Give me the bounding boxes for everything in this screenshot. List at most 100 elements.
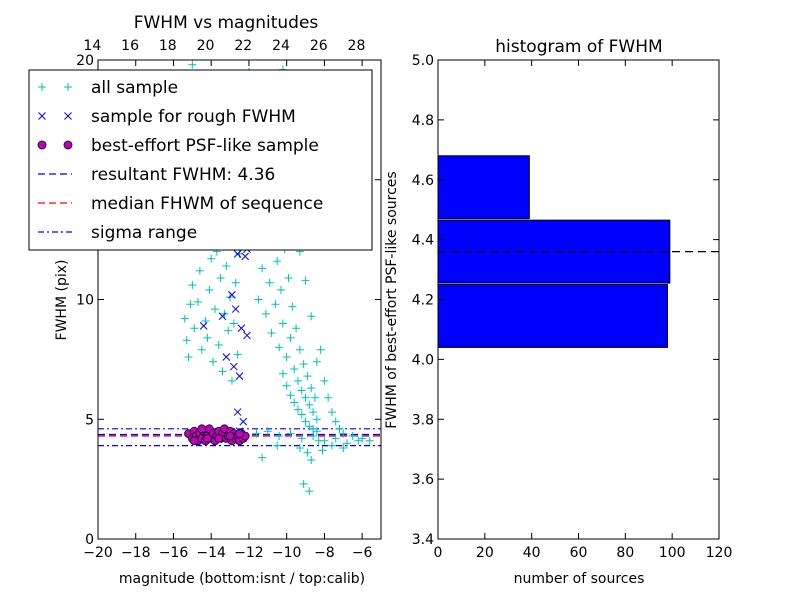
all-sample-point: [327, 441, 336, 450]
all-sample-point: [188, 281, 197, 290]
psf-like-sample-point: [203, 434, 212, 443]
all-sample-point: [312, 427, 321, 436]
top-x-tick-label: 26: [310, 38, 328, 54]
all-sample-point: [309, 432, 318, 441]
all-sample-point: [320, 376, 329, 385]
all-sample-point: [284, 273, 293, 282]
all-sample-point: [303, 448, 312, 457]
all-sample-point: [263, 427, 272, 436]
all-sample-point: [293, 405, 302, 414]
legend-item: sigma range: [38, 223, 197, 243]
all-sample-point: [305, 400, 314, 409]
hist-y-tick-label: 5.0: [412, 53, 434, 69]
hist-y-tick-label: 3.4: [412, 532, 434, 548]
hist-x-tick-label: 80: [616, 545, 634, 561]
all-sample-point: [275, 432, 284, 441]
all-sample-point: [309, 408, 318, 417]
y-tick-label: 10: [76, 293, 94, 309]
legend-item: best-effort PSF-like sample: [37, 136, 319, 156]
hist-y-tick-label: 4.4: [412, 233, 434, 249]
hist-y-tick-label: 4.0: [412, 352, 434, 368]
right-axis-ticks: 0 20 40 60 80 100 120 3.4 3.6 3.8 4.0 4.2 4.4 4.6 4.8 5…: [412, 53, 733, 561]
all-sample-point: [307, 384, 316, 393]
plus-marker-icon: [64, 83, 72, 91]
left-y-axis-label: FWHM (pix): [54, 260, 70, 341]
psf-like-sample-point: [214, 434, 224, 443]
hist-x-tick-label: 40: [523, 545, 541, 561]
all-sample-point: [265, 278, 274, 287]
psf-like-sample-point: [189, 436, 199, 446]
rough-fwhm-sample-point: [233, 408, 242, 416]
legend-label: median FHWM of sequence: [91, 194, 323, 214]
all-sample-point: [190, 324, 199, 333]
histogram-panel: histogram of FWHM 0 20 40 60 80 100 120 3.4 3.6 3…: [384, 37, 732, 587]
legend-label: best-effort PSF-like sample: [91, 136, 319, 156]
all-sample-point: [339, 443, 348, 452]
rough-fwhm-sample-point: [222, 353, 231, 361]
x-tick-label: −10: [272, 545, 302, 561]
all-sample-point: [209, 357, 218, 366]
all-sample-point: [278, 369, 287, 378]
all-sample-point: [303, 372, 312, 381]
legend-item: all sample: [38, 78, 178, 98]
left-chart-title: FWHM vs magnitudes: [134, 13, 319, 33]
hist-y-tick-label: 4.8: [412, 113, 434, 129]
all-sample-point: [218, 367, 227, 376]
all-sample-point: [227, 376, 236, 385]
y-tick-label: 0: [85, 532, 94, 548]
x-tick-label: −8: [314, 545, 335, 561]
legend-label: all sample: [91, 78, 178, 98]
psf-like-sample-point: [197, 424, 207, 434]
all-sample-point: [288, 302, 297, 311]
all-sample-point: [282, 381, 291, 390]
all-sample-point: [301, 393, 310, 402]
all-sample-point: [307, 312, 316, 321]
hist-x-tick-label: 120: [706, 545, 733, 561]
all-sample-point: [324, 393, 333, 402]
all-sample-point: [295, 443, 304, 452]
all-sample-point: [299, 479, 308, 488]
all-sample-point: [354, 436, 363, 445]
hist-x-tick-label: 0: [434, 545, 443, 561]
rough-fwhm-sample-point: [199, 321, 208, 330]
all-sample-point: [335, 424, 344, 433]
top-x-tick-label: 20: [197, 38, 215, 54]
all-sample-point: [290, 364, 299, 373]
legend-box: [28, 69, 373, 251]
all-sample-point: [318, 446, 327, 455]
top-x-tick-label: 18: [159, 38, 177, 54]
histogram-bar: [438, 219, 671, 284]
all-sample-point: [195, 266, 204, 275]
all-sample-point: [339, 429, 348, 438]
legend-item: median FHWM of sequence: [38, 194, 323, 214]
rough-fwhm-sample-point: [239, 417, 248, 426]
all-sample-point: [316, 345, 325, 354]
all-sample-point: [278, 319, 287, 328]
rough-fwhm-sample-point: [241, 252, 250, 261]
left-axis-ticks: −20 −18 −16 −14 −12 −10 −8 −6 14 16 18 20 22 24 26 28 0 5…: [76, 38, 381, 561]
all-sample-point: [292, 324, 301, 333]
legend-item: resultant FWHM: 4.36: [38, 165, 275, 185]
hist-y-tick-label: 3.8: [412, 412, 434, 428]
all-sample-point: [312, 415, 321, 424]
all-sample-point: [180, 314, 189, 323]
all-sample-point: [297, 386, 306, 395]
hist-y-tick-label: 4.2: [412, 293, 434, 309]
circle-marker-icon: [37, 140, 47, 150]
all-sample-point: [267, 329, 276, 338]
legend-label: sigma range: [91, 223, 197, 243]
all-sample-point: [286, 391, 295, 400]
all-sample-point: [233, 350, 242, 359]
all-sample-point: [231, 278, 240, 287]
legend-label: resultant FWHM: 4.36: [91, 165, 275, 185]
histogram-bar: [438, 155, 530, 220]
plus-marker-icon: [38, 83, 46, 91]
all-sample-point: [193, 297, 202, 306]
x-marker-icon: [38, 112, 46, 120]
right-x-axis-label: number of sources: [514, 571, 645, 587]
all-sample-point: [331, 417, 340, 426]
top-x-tick-label: 14: [83, 38, 101, 54]
legend-item: sample for rough FWHM: [38, 107, 296, 127]
legend-label: sample for rough FWHM: [91, 107, 296, 127]
